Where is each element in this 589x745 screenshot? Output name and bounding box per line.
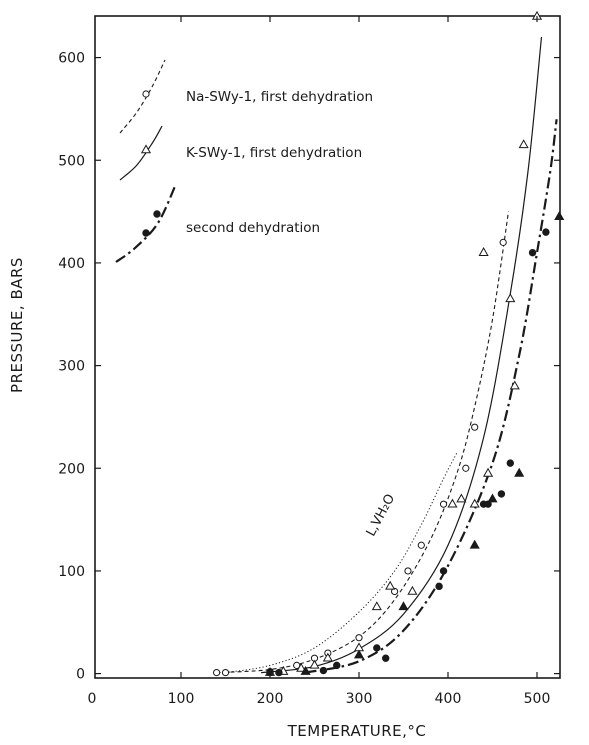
series-1-point bbox=[482, 467, 494, 477]
series-0-point bbox=[471, 423, 479, 431]
series-1-point bbox=[518, 139, 529, 149]
legend: Na-SWy-1, first dehydration K-SWy-1, firs… bbox=[115, 59, 373, 263]
legend-marker-1 bbox=[140, 144, 152, 154]
series-2-curve bbox=[305, 119, 558, 674]
series-2-point bbox=[528, 248, 537, 257]
series-2-point bbox=[333, 661, 341, 670]
y-tick-label: 400 bbox=[58, 256, 85, 272]
series-1-point bbox=[309, 659, 320, 669]
y-tick-label: 600 bbox=[58, 51, 85, 67]
y-tick-label: 300 bbox=[58, 359, 85, 375]
series-2-point bbox=[469, 539, 480, 549]
series-2-point bbox=[275, 668, 283, 677]
series-2-point bbox=[506, 459, 514, 467]
legend-swatch-0 bbox=[119, 59, 166, 134]
legend-label-1: K-SWy-1, first dehydration bbox=[186, 145, 362, 161]
series-0-point bbox=[499, 238, 507, 246]
x-axis-ticks: 0 100 200 300 400 500 bbox=[88, 16, 551, 707]
series-2-point bbox=[487, 493, 498, 503]
series-2-point bbox=[373, 644, 381, 652]
series-2-point bbox=[353, 649, 365, 659]
series-0-point bbox=[221, 668, 230, 677]
series-0-point bbox=[417, 541, 425, 549]
series-0-point bbox=[355, 634, 363, 642]
legend-label-2: second dehydration bbox=[186, 220, 320, 236]
series-0-point bbox=[439, 500, 448, 508]
series-2-point bbox=[439, 567, 448, 575]
series-1-point bbox=[407, 585, 418, 595]
x-axis-label: TEMPERATURE,°C bbox=[287, 722, 427, 740]
x-tick-label: 400 bbox=[435, 691, 462, 707]
series-1-curve bbox=[261, 36, 543, 674]
series-1-point bbox=[322, 652, 333, 662]
series-3-curve bbox=[225, 452, 458, 674]
series-1-point bbox=[296, 662, 307, 672]
plot-frame bbox=[94, 15, 561, 679]
series-2-point bbox=[554, 211, 565, 221]
series-2-point bbox=[382, 654, 390, 662]
series-2-point bbox=[300, 665, 311, 675]
legend-marker-2 bbox=[142, 229, 150, 237]
legend-label-0: Na-SWy-1, first dehydration bbox=[186, 89, 373, 105]
series-2-point bbox=[542, 228, 550, 236]
markers-layer bbox=[213, 10, 565, 677]
series-2-point bbox=[514, 467, 525, 477]
y-axis-label: PRESSURE, BARS bbox=[8, 257, 26, 393]
legend-swatch-2 bbox=[115, 183, 177, 263]
x-tick-label: 100 bbox=[168, 691, 195, 707]
series-2-point bbox=[319, 666, 328, 675]
x-tick-label: 300 bbox=[346, 691, 373, 707]
legend-swatch-1 bbox=[119, 125, 163, 181]
series-1-point bbox=[509, 380, 520, 390]
series-0-point bbox=[404, 567, 412, 575]
legend-marker-0 bbox=[142, 90, 150, 98]
series-0-point bbox=[391, 587, 399, 596]
y-tick-label: 100 bbox=[58, 564, 85, 580]
legend-marker-2b bbox=[153, 210, 161, 218]
series-0-point bbox=[213, 668, 221, 677]
y-tick-label: 200 bbox=[58, 461, 85, 477]
series-2-point bbox=[497, 490, 506, 498]
curves-layer bbox=[216, 36, 558, 674]
series-0-point bbox=[462, 464, 470, 472]
x-tick-label: 0 bbox=[88, 691, 97, 707]
series-1-point bbox=[447, 498, 458, 508]
series-1-point bbox=[385, 580, 396, 590]
annotation-l-vh2o: L,VH₂O bbox=[364, 492, 399, 539]
series-1-point bbox=[505, 293, 516, 303]
series-1-point bbox=[456, 493, 467, 503]
series-2-point bbox=[484, 500, 492, 508]
y-tick-label: 0 bbox=[76, 667, 85, 683]
x-tick-label: 200 bbox=[257, 691, 284, 707]
y-tick-label: 500 bbox=[58, 153, 85, 169]
x-tick-label: 500 bbox=[524, 691, 551, 707]
series-1-point bbox=[478, 247, 489, 256]
series-2-point bbox=[435, 582, 443, 591]
series-2-point bbox=[398, 601, 409, 611]
series-1-point bbox=[469, 498, 480, 508]
series-1-point bbox=[371, 601, 382, 611]
series-0-curve bbox=[216, 211, 510, 674]
y-axis-ticks: 0 100 200 300 400 500 600 bbox=[58, 51, 560, 683]
